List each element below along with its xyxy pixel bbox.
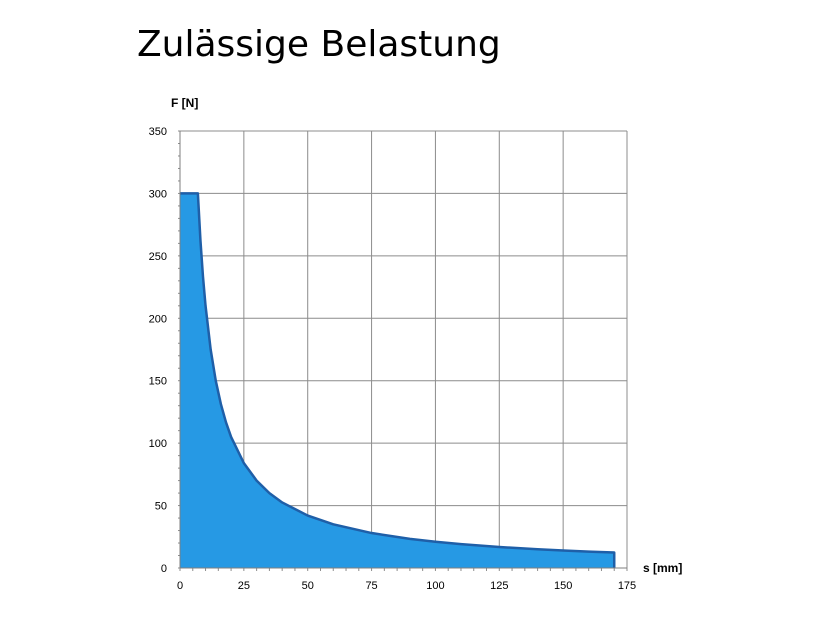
series-line xyxy=(180,192,616,568)
data-point xyxy=(197,193,198,194)
data-point xyxy=(307,515,308,516)
data-point xyxy=(202,276,203,277)
y-tick-label: 200 xyxy=(149,313,167,325)
data-point xyxy=(210,349,211,350)
data-point xyxy=(563,550,564,551)
axes: 0 25 50 75 100 125 150 175 0 50 100 150 200 250 300 350 xyxy=(149,126,637,592)
data-point xyxy=(215,380,216,381)
data-point xyxy=(588,551,589,552)
y-tick-label: 350 xyxy=(149,126,167,138)
y-tick-label: 100 xyxy=(149,438,167,450)
data-point xyxy=(225,422,226,423)
data-point xyxy=(333,524,334,525)
data-point xyxy=(256,480,257,481)
y-tick-label: 150 xyxy=(149,376,167,388)
y-tick-label: 0 xyxy=(161,563,167,575)
y-tick-label: 300 xyxy=(149,188,167,200)
area-fill xyxy=(180,193,615,568)
data-point xyxy=(282,502,283,503)
data-point xyxy=(409,538,410,539)
data-area xyxy=(180,192,616,568)
data-point xyxy=(614,552,615,553)
x-tick-label: 175 xyxy=(618,580,636,592)
y-axis-label: F [N] xyxy=(171,96,198,110)
data-point xyxy=(269,493,270,494)
data-point xyxy=(200,240,201,241)
data-point xyxy=(231,436,232,437)
x-axis-label: s [mm] xyxy=(643,561,682,575)
x-tick-label: 50 xyxy=(302,580,314,592)
x-tick-label: 125 xyxy=(490,580,508,592)
x-tick-label: 0 xyxy=(177,580,183,592)
x-tick-label: 75 xyxy=(365,580,377,592)
data-point xyxy=(499,547,500,548)
data-point xyxy=(537,549,538,550)
data-point xyxy=(243,463,244,464)
data-point xyxy=(460,544,461,545)
data-point xyxy=(220,404,221,405)
x-tick-label: 25 xyxy=(238,580,250,592)
x-tick-label: 150 xyxy=(554,580,572,592)
data-point xyxy=(371,533,372,534)
x-tick-label: 100 xyxy=(426,580,444,592)
data-point xyxy=(435,541,436,542)
y-tick-label: 50 xyxy=(155,501,167,513)
data-point xyxy=(205,305,206,306)
page-title: Zulässige Belastung xyxy=(137,24,501,65)
y-tick-label: 250 xyxy=(149,251,167,263)
